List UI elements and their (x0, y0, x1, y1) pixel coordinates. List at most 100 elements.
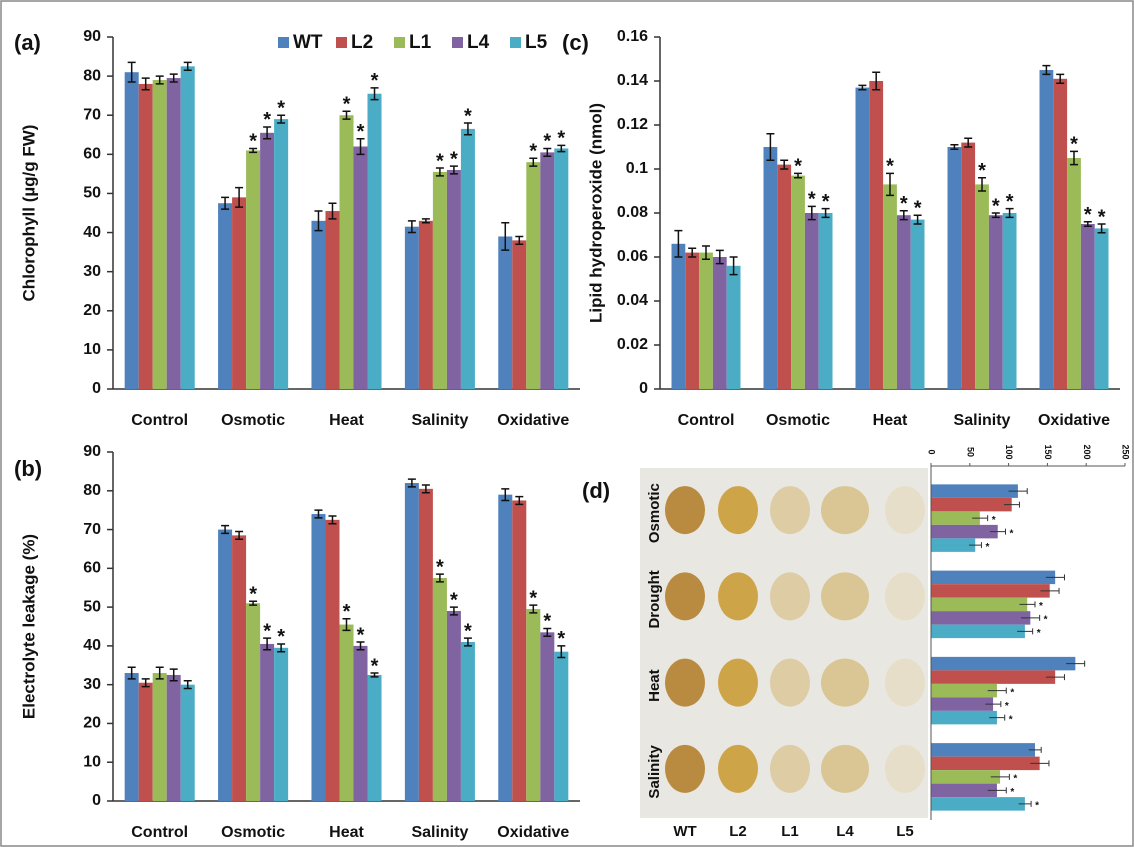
legend-label: L1 (409, 32, 432, 53)
y-tick-label: 70 (83, 106, 101, 123)
significance: * (794, 156, 802, 178)
significance: * (529, 141, 537, 163)
bar (554, 148, 568, 389)
photo-row-label: Heat (646, 669, 663, 702)
significance: * (1039, 601, 1043, 612)
bar (856, 88, 870, 389)
x-tick-label: Control (131, 412, 188, 429)
bar (869, 81, 883, 389)
legend-swatch (336, 37, 347, 48)
bar (354, 646, 368, 801)
leaf (665, 486, 705, 534)
bar (368, 675, 382, 801)
bar (311, 221, 325, 389)
y-axis-label: Electrolyte leakage (%) (19, 534, 38, 719)
bar (1040, 70, 1054, 389)
photo-row-label: Drought (646, 570, 663, 628)
significance: * (914, 197, 922, 219)
significance: * (357, 624, 365, 646)
significance: * (1084, 204, 1092, 226)
bar (961, 143, 975, 389)
significance: * (886, 156, 894, 178)
bar (931, 611, 1030, 625)
bar (139, 84, 153, 389)
significance: * (900, 193, 908, 215)
significance: * (1070, 134, 1078, 156)
leaf (718, 659, 758, 707)
bar (931, 697, 993, 711)
bar (931, 484, 1018, 498)
y-tick-label: 30 (83, 676, 101, 693)
bar (512, 240, 526, 389)
bar (1003, 213, 1017, 389)
significance: * (1006, 191, 1014, 213)
significance: * (1044, 615, 1048, 626)
leaf (770, 745, 810, 793)
y-tick-label: 30 (83, 263, 101, 280)
y-tick-label: 0.14 (617, 72, 648, 89)
significance: * (263, 620, 271, 642)
significance: * (371, 70, 379, 92)
leaf (718, 745, 758, 793)
bar (218, 530, 232, 801)
bar (498, 236, 512, 389)
significance: * (1010, 528, 1014, 539)
bar (246, 150, 260, 389)
significance: * (343, 601, 351, 623)
x-tick-label: Osmotic (766, 412, 830, 429)
leaf (885, 486, 925, 534)
significance: * (343, 94, 351, 116)
photo-column-label: L4 (836, 823, 854, 840)
y-tick-label: 0.1 (626, 160, 648, 177)
significance: * (543, 131, 551, 153)
y-tick-label: 50 (83, 598, 101, 615)
bar (232, 197, 246, 389)
bar (325, 520, 339, 801)
bar (540, 152, 554, 389)
y-tick-label: 0.02 (617, 336, 648, 353)
bar (512, 500, 526, 801)
x-tick-label: Control (678, 412, 735, 429)
leaf (885, 572, 925, 620)
significance: * (277, 98, 285, 120)
leaf (821, 745, 869, 793)
bar (989, 215, 1003, 389)
bar (526, 609, 540, 801)
bar (931, 711, 997, 725)
bar (699, 253, 713, 389)
x-tick-label: Control (131, 824, 188, 841)
y-tick-label: 40 (83, 637, 101, 654)
y-tick-label: 0.16 (617, 28, 648, 45)
bar (181, 66, 195, 389)
bar (897, 215, 911, 389)
leaf (665, 745, 705, 793)
legend-label: L5 (525, 32, 548, 53)
bar (948, 147, 962, 389)
panel-label: (a) (14, 30, 41, 55)
bar (931, 538, 975, 552)
bar (931, 598, 1027, 612)
legend-label: L2 (351, 32, 373, 53)
x-tick-label: Osmotic (221, 824, 285, 841)
y-tick-label: 80 (83, 482, 101, 499)
legend-swatch (452, 37, 463, 48)
x-tick-label: Osmotic (221, 412, 285, 429)
bar (181, 685, 195, 801)
bar (461, 129, 475, 389)
bar (672, 244, 686, 389)
x-tick-label: Heat (873, 412, 908, 429)
bar (433, 578, 447, 801)
bar (125, 673, 139, 801)
bar (447, 170, 461, 389)
y-tick-label: 0 (92, 380, 101, 397)
significance: * (543, 611, 551, 633)
significance: * (1098, 206, 1106, 228)
significance: * (992, 195, 1000, 217)
y-tick-label: 10 (83, 341, 101, 358)
significance: * (822, 191, 830, 213)
x-tick-label: 50 (965, 447, 975, 457)
bar (339, 115, 353, 389)
y-axis-label: Chlorophyll (µg/g FW) (19, 125, 38, 302)
bar (931, 757, 1040, 771)
y-tick-label: 0.06 (617, 248, 648, 265)
